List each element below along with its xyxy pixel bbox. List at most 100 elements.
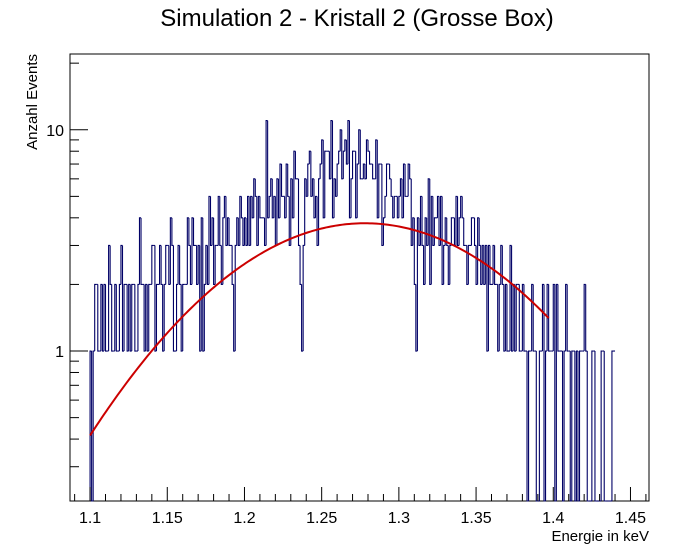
histogram-bin [104,284,108,352]
histogram-bin [563,350,566,501]
histogram-bin [94,283,97,352]
histogram-bin [591,350,594,501]
histogram-bin [259,196,262,219]
histogram-bin [461,196,464,219]
histogram-bin [494,245,497,285]
histogram-bin [470,217,473,246]
histogram-bin [214,244,217,285]
histogram-bin [319,163,322,179]
histogram-bin [175,283,179,352]
histogram-bin [97,284,100,352]
histogram-bin [409,164,412,180]
histogram-bin [350,178,353,218]
histogram-bin [151,244,154,285]
histogram-bin [92,350,95,501]
histogram-bin [182,283,185,352]
histogram-bin [382,217,385,246]
x-tick-label: 1.25 [306,510,337,527]
histogram-bin [532,284,535,352]
histogram-bin [123,283,126,352]
histogram-bin [393,195,396,218]
histogram-bin [557,284,560,352]
x-tick-label: 1.15 [152,510,183,527]
histogram-bin [506,284,509,352]
histogram-bin [356,163,359,218]
histogram-bin [600,350,603,501]
histogram-bin [188,217,191,247]
histogram-bin [134,284,137,352]
histogram-bin [338,150,341,165]
histogram-bin [545,350,548,501]
fit-curve [89,222,550,436]
histogram-bin [342,150,345,179]
histogram-bin [368,151,372,165]
histogram-bin [449,244,452,285]
histogram-bin [515,283,518,352]
histogram-bin [148,283,151,352]
histogram-bin [489,245,492,285]
histogram-bin [372,164,375,180]
histogram-bin [378,163,381,218]
histogram-bin [603,351,606,502]
histogram-bin [359,129,362,180]
y-axis-title: Anzahl Events [24,54,41,150]
histogram-bin [171,217,174,247]
histogram-bin [160,245,163,285]
x-tick-label: 1.35 [461,510,492,527]
histogram-bin [390,178,393,197]
plot-frame [69,53,650,502]
histogram-bin [294,151,297,180]
histogram-bin [352,150,355,179]
histogram-bin [324,150,327,218]
histogram-bin [109,245,112,285]
histogram-bin [240,196,243,219]
x-tick-label: 1.45 [615,510,646,527]
histogram-bin [389,164,392,180]
histogram-bin [463,217,466,247]
histogram-bin [367,139,370,152]
histogram-bin [163,283,166,352]
histogram-bin [118,283,121,352]
x-tick-label: 1.4 [542,510,564,527]
histogram-bin [611,350,614,501]
histogram-bin [571,350,574,501]
histogram-bin [231,245,234,285]
histogram-bin [302,244,305,352]
histogram-bin [566,284,569,352]
histogram-bin [131,283,134,352]
histogram-bin [336,163,339,197]
histogram-bin [498,283,501,352]
histogram-bin [228,217,231,247]
histogram-bin [467,244,470,285]
histogram-bin [586,351,589,502]
histogram-bin [458,217,461,246]
histogram-bin [473,217,477,247]
histogram-bin [535,351,538,502]
histogram-bin [518,284,521,352]
histogram-bin [287,164,290,197]
x-tick-label: 1.2 [233,510,255,527]
histogram-bin [222,217,225,285]
histogram-bin [234,244,237,352]
histogram-bin [115,284,118,352]
histogram-bin [385,163,389,197]
histogram-bin [528,350,531,501]
histogram-bin [404,164,407,197]
histogram-bin [172,245,175,352]
histogram-bin [578,350,582,501]
x-tick-label: 1.3 [388,510,410,527]
histogram-bin [307,163,310,197]
x-tick-label: 1.1 [79,510,101,527]
histogram-bin [299,245,302,285]
histogram-bin [192,217,196,247]
histogram-bin [421,196,424,247]
histogram-bin [268,195,271,218]
histogram-bin [548,284,551,352]
x-axis-title: Energie in keV [551,528,649,545]
histogram-bin [523,284,526,352]
histogram-bin [443,244,446,285]
histogram-bin [111,284,114,352]
histogram-bin [413,217,416,285]
histogram-bin [140,217,143,285]
